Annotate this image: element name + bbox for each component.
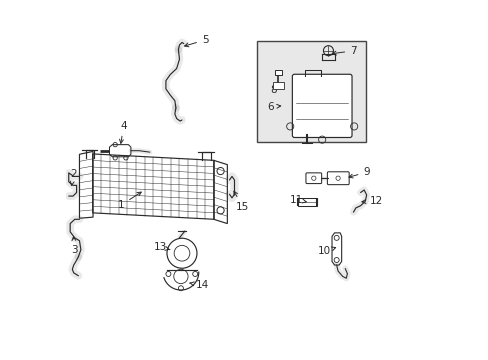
Text: 8: 8 — [270, 85, 283, 95]
Text: 2: 2 — [70, 168, 77, 185]
Bar — [298, 198, 316, 206]
Text: 13: 13 — [154, 242, 170, 252]
Text: 1: 1 — [118, 192, 141, 210]
FancyBboxPatch shape — [326, 172, 348, 185]
Text: 9: 9 — [348, 167, 369, 178]
Text: 5: 5 — [184, 35, 208, 47]
Text: 7: 7 — [331, 46, 356, 56]
Text: 6: 6 — [266, 102, 280, 112]
Text: 10: 10 — [318, 247, 335, 256]
FancyBboxPatch shape — [292, 74, 351, 138]
Text: 12: 12 — [361, 196, 382, 206]
Text: 11: 11 — [289, 195, 305, 204]
FancyBboxPatch shape — [305, 173, 321, 184]
Bar — [257, 41, 365, 143]
Bar — [272, 82, 283, 89]
Text: 4: 4 — [119, 121, 127, 143]
Text: 14: 14 — [189, 280, 208, 291]
Bar — [274, 70, 282, 75]
Text: 3: 3 — [71, 237, 78, 255]
Text: 15: 15 — [233, 191, 249, 212]
